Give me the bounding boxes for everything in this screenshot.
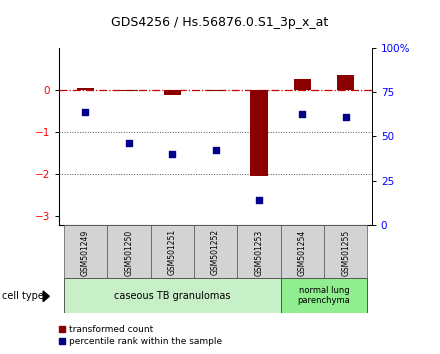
- Point: [342, 114, 349, 120]
- Bar: [337, 75, 355, 90]
- Bar: [281, 278, 367, 313]
- Text: GSM501254: GSM501254: [298, 229, 307, 275]
- Bar: [120, 90, 137, 91]
- Bar: [77, 88, 94, 90]
- Bar: [250, 90, 268, 176]
- Point: [212, 147, 219, 153]
- Text: GSM501251: GSM501251: [168, 229, 177, 275]
- Legend: transformed count, percentile rank within the sample: transformed count, percentile rank withi…: [55, 321, 225, 349]
- Bar: [324, 225, 367, 278]
- Text: GSM501250: GSM501250: [125, 229, 133, 275]
- Bar: [107, 225, 150, 278]
- Point: [169, 151, 176, 157]
- Point: [299, 112, 306, 117]
- Point: [125, 141, 132, 146]
- Text: GDS4256 / Hs.56876.0.S1_3p_x_at: GDS4256 / Hs.56876.0.S1_3p_x_at: [111, 16, 329, 29]
- Bar: [294, 79, 311, 90]
- Text: GSM501249: GSM501249: [81, 229, 90, 275]
- Bar: [281, 225, 324, 278]
- Text: GSM501255: GSM501255: [341, 229, 350, 275]
- Text: GSM501252: GSM501252: [211, 229, 220, 275]
- Text: cell type: cell type: [2, 291, 44, 301]
- Bar: [207, 90, 224, 91]
- Bar: [237, 225, 281, 278]
- Bar: [150, 225, 194, 278]
- Text: normal lung
parenchyma: normal lung parenchyma: [298, 286, 350, 305]
- Bar: [64, 225, 107, 278]
- Point: [82, 109, 89, 115]
- Text: caseous TB granulomas: caseous TB granulomas: [114, 291, 231, 301]
- Bar: [194, 225, 237, 278]
- Bar: [164, 90, 181, 95]
- Polygon shape: [43, 291, 49, 302]
- Point: [256, 198, 263, 203]
- Text: GSM501253: GSM501253: [254, 229, 264, 275]
- Bar: [64, 278, 281, 313]
